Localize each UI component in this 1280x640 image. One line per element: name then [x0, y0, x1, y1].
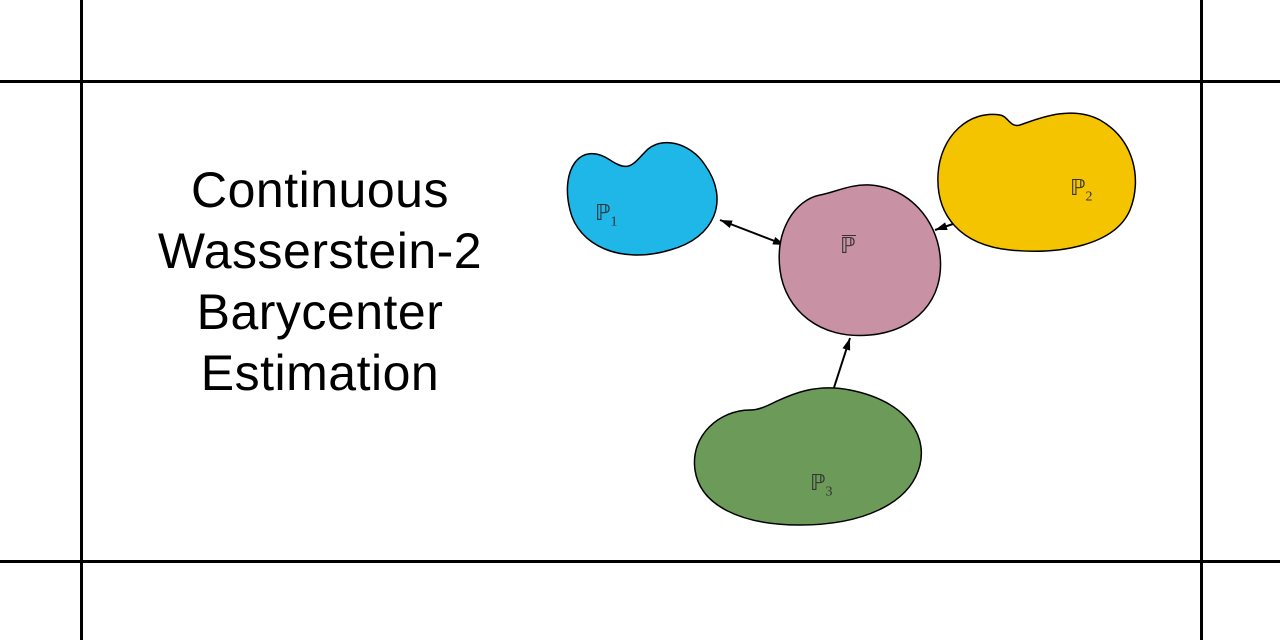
label-p1: ℙ1 — [595, 200, 617, 230]
blob-pbar — [779, 185, 940, 336]
title-line-3: Barycenter — [110, 282, 530, 343]
grid-hline-bottom — [0, 560, 1280, 563]
label-p3: ℙ3 — [810, 470, 832, 500]
label-pbar: ℙ — [840, 235, 856, 259]
blob-p3 — [694, 388, 921, 525]
title-line-1: Continuous — [110, 160, 530, 221]
grid-vline-left — [80, 0, 83, 640]
title-line-4: Estimation — [110, 343, 530, 404]
arrow-pbar-p1 — [720, 220, 785, 245]
canvas: Continuous Wasserstein-2 Barycenter Esti… — [0, 0, 1280, 640]
title-line-2: Wasserstein-2 — [110, 221, 530, 282]
page-title: Continuous Wasserstein-2 Barycenter Esti… — [110, 160, 530, 404]
barycenter-diagram: ℙ1 ℙ2 ℙ3 ℙ — [540, 80, 1240, 560]
blobs-layer — [567, 113, 1135, 525]
blob-p1 — [567, 143, 717, 255]
diagram-svg — [540, 80, 1240, 560]
blob-p2 — [938, 113, 1136, 251]
label-p2: ℙ2 — [1070, 175, 1092, 205]
